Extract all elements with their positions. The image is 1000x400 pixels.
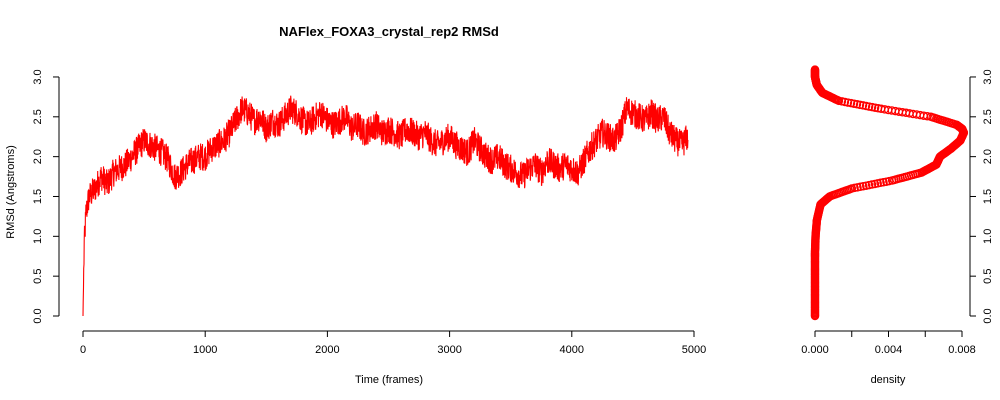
density-y-tick-label: 2.5 [982,109,994,124]
rmsd-series-line [82,95,689,317]
x-tick-label: 1000 [193,344,217,356]
y-tick-label: 1.5 [32,189,44,204]
density-x-tick-label: 0.008 [948,344,976,356]
x-axis-title: Time (frames) [355,374,423,386]
y-axis-title: RMSd (Angstroms) [5,145,17,239]
x-tick-label: 0 [80,344,86,356]
density-y-tick-label: 1.0 [982,229,994,244]
density-point [846,98,856,108]
density-x-tick-label: 0.004 [875,344,903,356]
rmsd-time-series-panel: 0 1000 2000 3000 4000 5000 0.0 0.5 1.0 1.5 2.0 2.5 3… [32,69,706,356]
y-tick-label: 3.0 [32,69,44,84]
y-tick-label: 2.0 [32,149,44,164]
density-y-tick-label: 0.5 [982,269,994,284]
density-y-tick-label: 0.0 [982,308,994,323]
density-point [858,101,868,110]
density-y-tick-label: 2.0 [982,149,994,164]
y-tick-label: 0.5 [32,269,44,284]
density-y-tick-label: 1.5 [982,189,994,204]
x-tick-label: 2000 [315,344,339,356]
x-tick-label: 4000 [560,344,584,356]
density-point [861,101,871,111]
density-x-tick-label: 0.000 [801,344,829,356]
density-point [876,104,886,114]
density-axis-title: density [871,374,906,386]
x-tick-label: 3000 [437,344,461,356]
density-y-tick-label: 3.0 [982,69,994,84]
x-tick-label: 5000 [682,344,706,356]
y-tick-label: 0.0 [32,308,44,323]
rmsd-density-panel: 0.000 0.004 0.008 0.0 0.5 1.0 1.5 2.0 2.5 3.0 [801,65,994,356]
density-point [867,102,877,112]
chart-title: NAFlex_FOXA3_crystal_rep2 RMSd [279,24,499,39]
y-tick-label: 2.5 [32,109,44,124]
density-point [810,65,820,74]
y-tick-label: 1.0 [32,229,44,244]
